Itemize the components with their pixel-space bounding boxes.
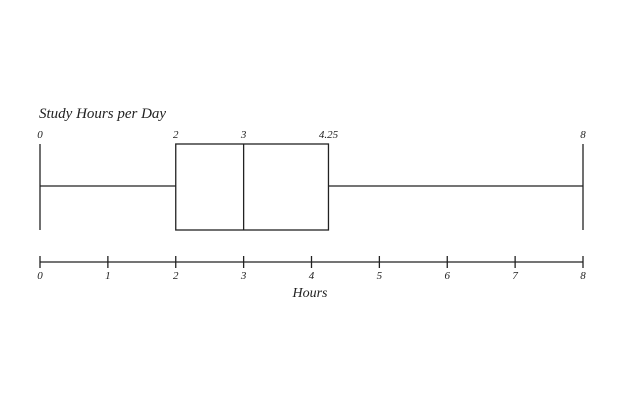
interquartile-box xyxy=(175,143,330,231)
x-tick-label: 0 xyxy=(37,270,43,282)
x-tick-label: 5 xyxy=(377,270,383,282)
x-tick-label: 7 xyxy=(512,270,518,282)
x-tick-label: 6 xyxy=(445,270,451,282)
x-tick-label: 8 xyxy=(580,270,586,282)
chart-title: Study Hours per Day xyxy=(39,106,166,122)
value-label: 2 xyxy=(173,129,179,141)
value-label: 3 xyxy=(240,129,247,141)
plot-area: 0 2 3 4.25 8 0 1 2 3 4 5 6 7 8 xyxy=(37,129,586,282)
x-tick-label: 1 xyxy=(105,270,111,282)
value-label: 8 xyxy=(580,129,586,141)
x-tick-label: 2 xyxy=(173,270,179,282)
value-label: 0 xyxy=(37,129,43,141)
value-label: 4.25 xyxy=(319,129,339,141)
x-axis-title: Hours xyxy=(291,286,328,301)
x-tick-label: 4 xyxy=(309,270,315,282)
x-tick-label: 3 xyxy=(240,270,247,282)
